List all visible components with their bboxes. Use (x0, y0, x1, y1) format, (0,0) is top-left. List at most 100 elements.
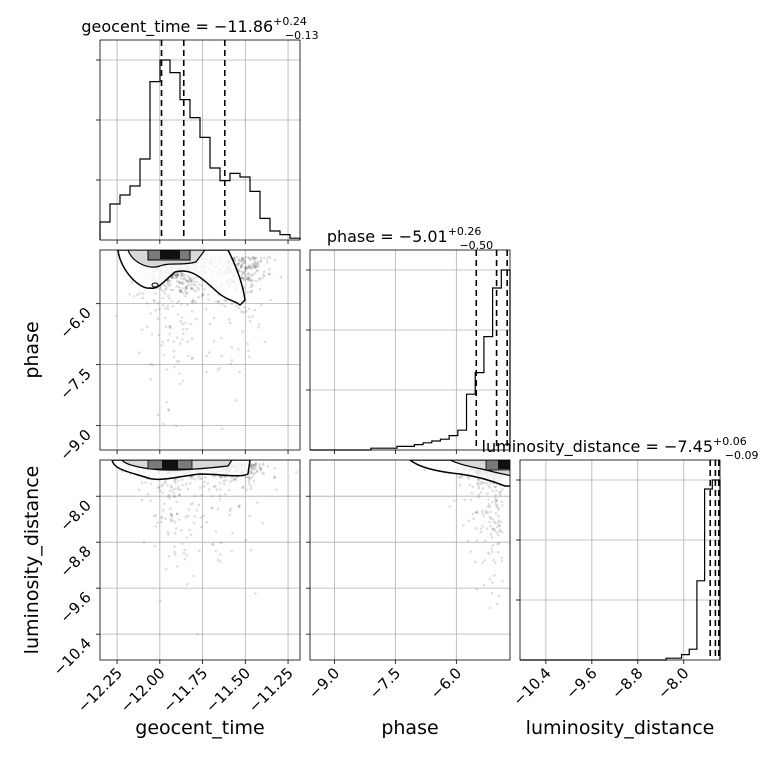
sample-point (489, 533, 493, 536)
sample-point (176, 485, 180, 488)
sample-point (176, 301, 179, 304)
sample-point (186, 303, 189, 307)
sample-point (198, 283, 201, 286)
y-tick-label: −7.5 (56, 365, 94, 403)
sample-point (198, 477, 201, 481)
sample-point (247, 278, 251, 281)
sample-point (153, 545, 157, 548)
sample-point (250, 466, 254, 469)
sample-point (241, 486, 245, 489)
sample-point (477, 478, 480, 482)
sample-point (150, 333, 154, 336)
sample-point (191, 356, 194, 360)
sample-point (221, 427, 224, 431)
sample-point (212, 485, 216, 488)
sample-point (207, 298, 210, 301)
sample-point (157, 334, 160, 337)
sample-point (240, 263, 243, 267)
sample-point (242, 261, 246, 264)
sample-point (242, 278, 246, 281)
sample-point (186, 287, 189, 290)
sample-point (220, 336, 223, 340)
sample-point (247, 482, 251, 485)
sample-point (261, 276, 264, 280)
sample-point (488, 515, 492, 519)
sample-point (492, 527, 495, 530)
x-tick-label: −11.75 (159, 664, 211, 716)
sample-point (193, 280, 196, 284)
sample-point (492, 527, 496, 531)
sample-point (474, 511, 477, 514)
sample-point (168, 325, 172, 328)
sample-point (256, 470, 259, 473)
sample-point (173, 479, 177, 483)
sample-point (242, 276, 246, 280)
sample-point (481, 561, 484, 565)
sample-point (474, 560, 477, 564)
sample-point (214, 549, 218, 553)
histogram-phase (310, 269, 511, 451)
sample-point (174, 487, 177, 490)
sample-point (149, 482, 153, 486)
sample-point (204, 307, 208, 311)
sample-point (169, 326, 173, 330)
sample-point (211, 543, 215, 546)
sample-point (169, 507, 172, 510)
sample-point (173, 365, 176, 369)
sample-point (154, 514, 158, 517)
sample-point (224, 299, 228, 303)
sample-point (233, 478, 236, 481)
sample-point (495, 499, 498, 503)
sample-point (457, 475, 461, 479)
sample-point (243, 266, 247, 270)
sample-point (189, 278, 192, 281)
sample-point (499, 490, 502, 493)
sample-point (184, 482, 188, 486)
sample-point (209, 506, 213, 510)
sample-point (174, 477, 178, 481)
sample-point (186, 514, 190, 518)
sample-point (460, 475, 463, 478)
sample-point (240, 276, 244, 280)
sample-point (180, 281, 184, 284)
sample-point (237, 262, 241, 266)
sample-point (211, 506, 214, 509)
sample-point (167, 533, 170, 536)
x-tick-label: −9.0 (305, 664, 343, 702)
sample-point (255, 279, 258, 283)
sample-point (500, 559, 504, 563)
sample-point (142, 540, 146, 544)
sample-point (189, 322, 193, 326)
sample-point (500, 556, 503, 560)
sample-point (235, 399, 238, 402)
sample-point (159, 599, 162, 602)
sample-point (181, 483, 184, 487)
sample-point (475, 527, 478, 530)
sample-point (488, 606, 492, 610)
sample-point (175, 276, 178, 280)
y-tick-label: −9.0 (56, 426, 94, 464)
sample-point (218, 366, 221, 370)
sample-point (249, 290, 253, 294)
sample-point (250, 290, 253, 293)
sample-point (190, 286, 194, 290)
sample-point (257, 323, 261, 326)
sample-point (156, 317, 160, 320)
sample-point (498, 524, 501, 528)
panel-frame (309, 459, 511, 661)
sample-point (192, 521, 196, 525)
sample-point (187, 274, 190, 278)
sample-point (250, 475, 254, 479)
sample-point (261, 521, 265, 525)
sample-point (251, 315, 254, 318)
sample-point (498, 530, 502, 533)
sample-point (498, 491, 501, 495)
sample-point (213, 484, 217, 488)
sample-point (249, 464, 253, 468)
sample-point (273, 476, 276, 479)
sample-point (252, 463, 255, 467)
sample-point (243, 259, 247, 263)
sample-point (176, 273, 179, 277)
sample-point (254, 462, 257, 466)
sample-point (182, 282, 185, 285)
